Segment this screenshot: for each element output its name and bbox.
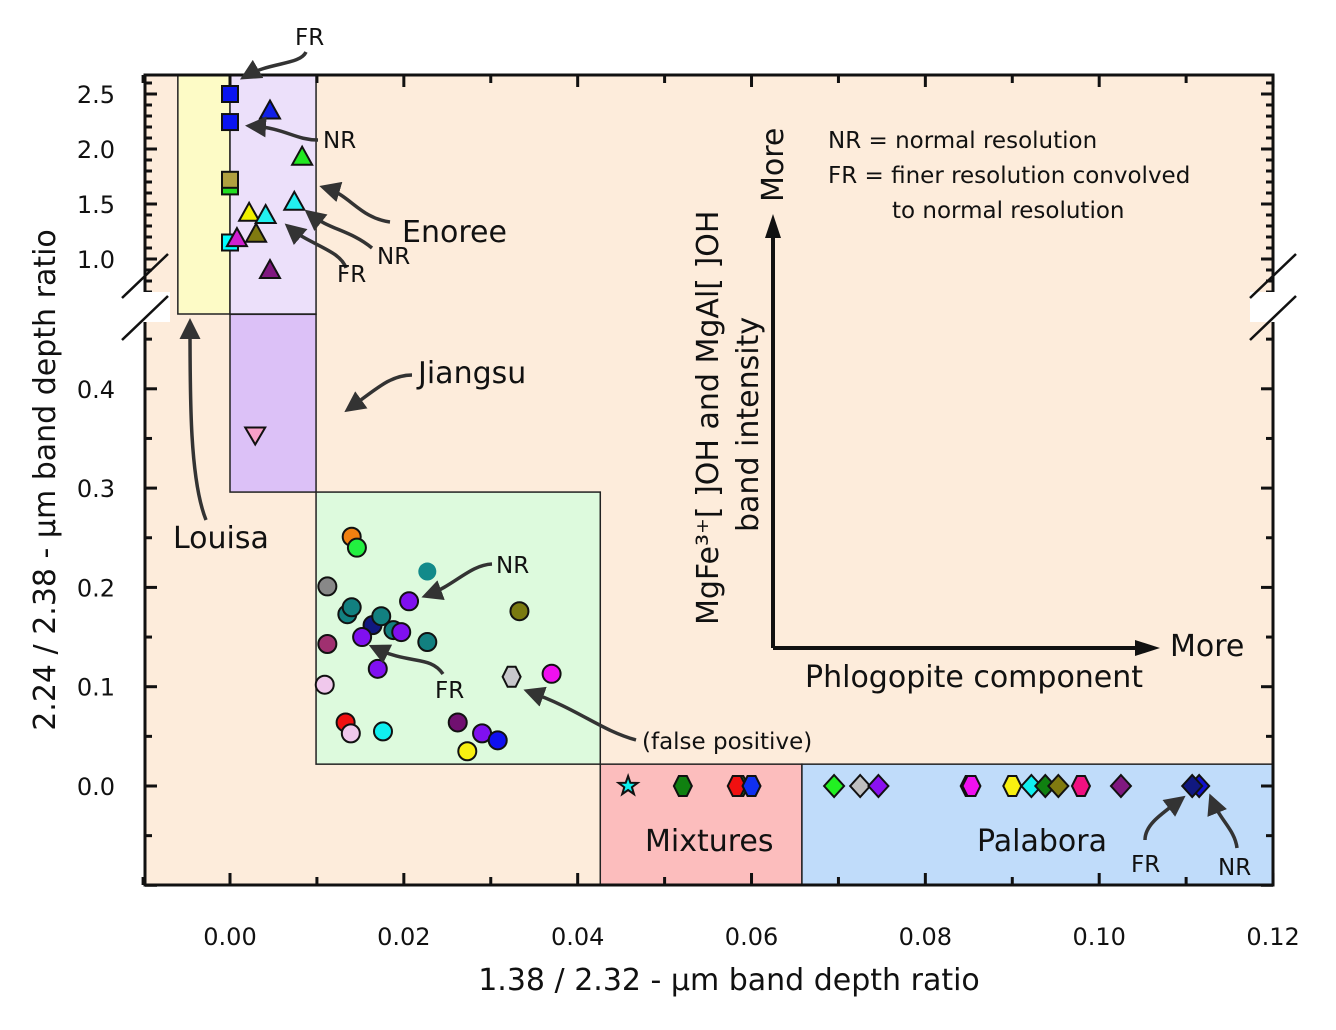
point-circle — [346, 537, 367, 558]
x-tick-label: 0.06 — [725, 923, 778, 951]
point-circle — [541, 663, 562, 684]
data-points — [221, 85, 1211, 799]
schematic-x-more: More — [1170, 629, 1244, 664]
point-star — [615, 772, 641, 797]
label-enoree: Enoree — [402, 215, 507, 250]
point-circle — [447, 712, 468, 733]
label-fr-enoree: FR — [337, 262, 366, 288]
point-square — [221, 170, 239, 189]
schematic-x-label: Phlogopite component — [805, 660, 1143, 695]
point-circle — [417, 632, 438, 653]
schematic-y-more: More — [756, 128, 791, 202]
y-tick-label-upper: 1.0 — [77, 246, 115, 274]
point-triangle — [225, 226, 249, 248]
label-louisa: Louisa — [173, 521, 269, 556]
point-triangle — [237, 200, 261, 222]
point-diamond — [1046, 773, 1070, 799]
y-tick-label-upper: 2.0 — [77, 136, 115, 164]
y-tick-label: 0.3 — [77, 475, 115, 503]
label-jiangsu: Jiangsu — [416, 356, 526, 391]
y-tick-label: 0.4 — [77, 376, 115, 404]
point-circle — [341, 597, 362, 618]
label-false-positive: (false positive) — [642, 729, 812, 755]
point-triangle — [282, 189, 307, 211]
point-circle — [352, 627, 373, 648]
label-mixtures: Mixtures — [645, 824, 774, 859]
y-axis-label: 2.24 / 2.38 - μm band depth ratio — [28, 229, 63, 731]
point-hexagon — [741, 775, 762, 797]
point-diamond — [822, 773, 846, 799]
label-nr-green: NR — [496, 553, 529, 579]
point-circle — [367, 658, 388, 679]
y-tick-label: 0.0 — [77, 773, 115, 801]
plot-frame — [143, 73, 1275, 887]
point-circle — [418, 562, 437, 581]
point-triangle — [244, 221, 268, 243]
point-triangle — [253, 202, 278, 224]
point-triangle — [258, 98, 282, 120]
label-palabora: Palabora — [977, 824, 1107, 859]
annotations: FR NR Enoree NR FR Jiangsu Louisa NR FR … — [173, 25, 1251, 881]
x-tick-label: 0.04 — [551, 923, 604, 951]
schematic-y-label-2: band intensity — [731, 317, 766, 532]
point-circle — [391, 622, 412, 643]
label-nr-top: NR — [323, 128, 356, 154]
point-circle — [372, 721, 393, 742]
point-triangle-down — [243, 426, 267, 447]
schematic-y-label-1: MgFe³⁺[ ]OH and MgAl[ ]OH — [691, 211, 726, 625]
point-square — [221, 85, 239, 103]
point-diamond — [848, 773, 872, 799]
legend-fr-line2: to normal resolution — [892, 198, 1124, 224]
axis-break-marks — [120, 253, 1300, 341]
y-tick-label: 0.2 — [77, 574, 115, 602]
point-hexagon — [501, 665, 522, 688]
point-circle — [509, 601, 530, 622]
point-circle — [457, 741, 478, 762]
point-circle — [371, 606, 392, 627]
point-circle — [317, 576, 338, 597]
label-nr-palabora: NR — [1218, 855, 1251, 881]
annotation-arrows — [179, 50, 1239, 849]
label-fr-palabora: FR — [1131, 852, 1160, 878]
point-diamond — [867, 773, 890, 799]
point-hexagon — [961, 775, 982, 797]
label-fr-top: FR — [295, 25, 324, 51]
point-circle — [314, 674, 335, 695]
label-nr-enoree: NR — [377, 244, 410, 270]
y-tick-label-upper: 1.5 — [77, 191, 115, 219]
x-tick-label: 0.00 — [203, 923, 256, 951]
x-tick-label: 0.12 — [1246, 923, 1299, 951]
point-circle — [340, 723, 361, 744]
point-hexagon — [1070, 775, 1092, 797]
point-diamond — [1180, 773, 1204, 799]
y-tick-label: 0.1 — [77, 674, 115, 702]
point-hexagon — [672, 775, 693, 797]
point-triangle — [290, 144, 314, 166]
x-tick-label: 0.08 — [899, 923, 952, 951]
legend-nr: NR = normal resolution — [828, 128, 1097, 154]
x-tick-label: 0.10 — [1072, 923, 1125, 951]
point-hexagon — [726, 775, 747, 797]
x-axis-label: 1.38 / 2.32 - μm band depth ratio — [478, 963, 980, 998]
point-circle — [487, 730, 508, 751]
point-diamond — [1109, 773, 1133, 799]
point-circle — [399, 591, 420, 612]
region-jiangsu — [229, 313, 317, 493]
schematic-axes: More More Phlogopite component MgFe³⁺[ ]… — [691, 128, 1244, 695]
point-triangle — [258, 257, 282, 279]
x-tick-label: 0.02 — [377, 923, 430, 951]
legend-fr-line1: FR = finer resolution convolved — [828, 163, 1190, 189]
point-square — [221, 113, 239, 132]
point-circle — [317, 634, 338, 655]
label-fr-green: FR — [435, 678, 464, 704]
point-hexagon — [1002, 775, 1023, 797]
y-tick-label-upper: 2.5 — [77, 81, 115, 109]
